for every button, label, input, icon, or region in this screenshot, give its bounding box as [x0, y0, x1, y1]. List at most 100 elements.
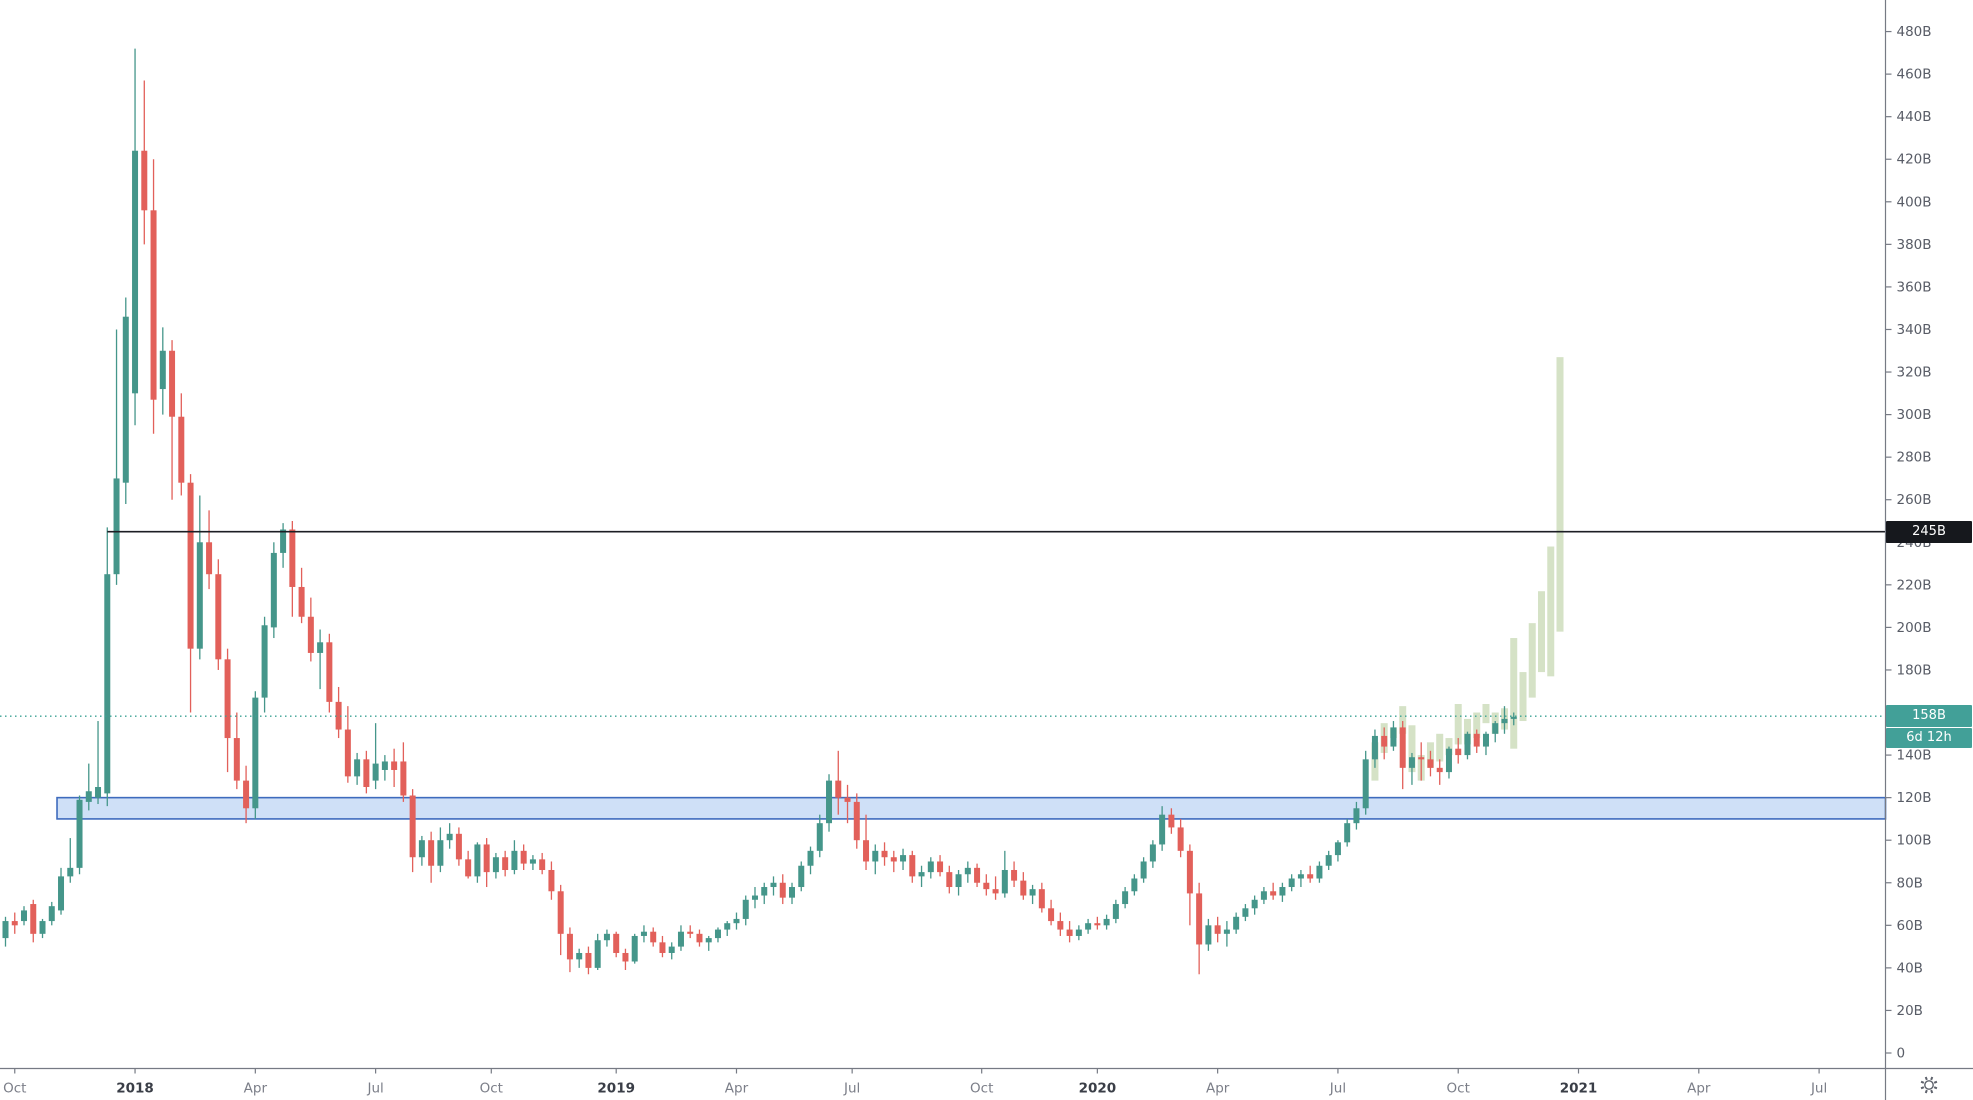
- candle-body: [770, 882, 777, 888]
- candle: [298, 567, 305, 624]
- support-band[interactable]: [56, 796, 1887, 820]
- time-tick-label: 2019: [597, 1081, 635, 1097]
- price-label-245: 245B: [1886, 520, 1972, 543]
- candle-body: [1297, 874, 1304, 879]
- candle-body: [455, 833, 462, 860]
- candle: [992, 876, 999, 900]
- candle: [1140, 857, 1147, 883]
- candle-body: [159, 350, 166, 390]
- candle-body: [659, 942, 666, 953]
- candle: [687, 925, 694, 939]
- candle-body: [1057, 921, 1064, 930]
- candle: [39, 918, 46, 939]
- candle: [280, 523, 287, 568]
- candle-body: [95, 787, 102, 798]
- candle-body: [668, 946, 675, 953]
- candle-body: [307, 616, 314, 653]
- price-tick-label: 360B: [1897, 279, 1932, 295]
- candle-body: [1196, 893, 1203, 945]
- price-tick-label: 200B: [1897, 620, 1932, 636]
- candle-body: [687, 931, 694, 934]
- price-tick-label: 180B: [1897, 662, 1932, 678]
- time-tick-label: 2021: [1560, 1081, 1598, 1097]
- candle: [261, 616, 268, 713]
- candle: [659, 935, 666, 958]
- time-tick-label: Oct: [3, 1081, 26, 1097]
- candle-body: [391, 761, 398, 770]
- candle: [1362, 750, 1369, 815]
- candle: [307, 597, 314, 662]
- candle-body: [150, 210, 157, 400]
- candle-body: [927, 861, 934, 873]
- candle-body: [187, 482, 194, 649]
- candle: [853, 793, 860, 849]
- candle-body: [863, 840, 870, 862]
- candle: [548, 861, 555, 900]
- candle-body: [11, 921, 18, 926]
- price-axis[interactable]: 020B40B60B80B100B120B140B160B180B200B220…: [1884, 0, 1932, 1100]
- candle-body: [789, 887, 796, 898]
- candle: [826, 774, 833, 832]
- price-tick-label: 100B: [1897, 833, 1932, 849]
- candle-body: [233, 738, 240, 781]
- candle-body: [1510, 716, 1517, 719]
- candle-body: [243, 780, 250, 809]
- candle-body: [1131, 878, 1138, 892]
- candle: [1492, 721, 1499, 743]
- candle-body: [955, 874, 962, 888]
- candle: [1233, 912, 1240, 934]
- candle: [1501, 706, 1508, 734]
- candle: [363, 750, 370, 794]
- ghost-bar: [1528, 623, 1536, 698]
- candle-body: [779, 882, 786, 898]
- time-axis[interactable]: Oct 2018 Apr Jul Oct 2019 Apr Jul Oct 2020 Apr Jul O…: [0, 1067, 1973, 1097]
- candle: [807, 846, 814, 875]
- candle-body: [539, 859, 546, 870]
- candle: [603, 929, 610, 947]
- candle-body: [807, 850, 814, 866]
- candle-body: [1233, 916, 1240, 930]
- candle-body: [1501, 718, 1508, 724]
- candle: [668, 942, 675, 960]
- ghost-bar: [1473, 712, 1481, 739]
- candle: [159, 327, 166, 415]
- ghost-bar: [1519, 672, 1527, 722]
- candle: [1279, 882, 1286, 902]
- candle-body: [418, 840, 425, 858]
- candle-body: [1436, 767, 1443, 773]
- candle: [141, 80, 148, 245]
- candle-body: [48, 906, 55, 922]
- candle: [270, 542, 277, 639]
- time-tick-label: Oct: [1447, 1081, 1470, 1097]
- candle-body: [76, 799, 83, 868]
- price-tick-label: 140B: [1897, 748, 1932, 764]
- candle-body: [289, 529, 296, 587]
- candle-body: [890, 857, 897, 862]
- candle-body: [677, 931, 684, 947]
- time-tick-label: Oct: [970, 1081, 993, 1097]
- candle: [511, 840, 518, 875]
- candle: [890, 850, 897, 873]
- price-tick-label: 40B: [1897, 960, 1923, 976]
- candle: [178, 393, 185, 496]
- candle-body: [1038, 889, 1045, 909]
- candle-body: [1270, 891, 1277, 896]
- price-label-current: 158B: [1886, 705, 1972, 728]
- candle-body: [835, 780, 842, 798]
- candle-body: [372, 763, 379, 781]
- candle-body: [751, 895, 758, 900]
- candle-body: [1260, 891, 1267, 900]
- candle: [1085, 918, 1092, 934]
- candle-body: [826, 780, 833, 824]
- price-tick-label: 60B: [1897, 918, 1923, 934]
- candle: [1168, 808, 1175, 834]
- candle-body: [1344, 823, 1351, 843]
- time-axis-settings-button[interactable]: [1885, 1069, 1973, 1100]
- candle-body: [529, 859, 536, 864]
- candle: [1242, 904, 1249, 922]
- candle-body: [1122, 891, 1129, 905]
- ghost-bar: [1408, 725, 1416, 773]
- candle: [631, 933, 638, 964]
